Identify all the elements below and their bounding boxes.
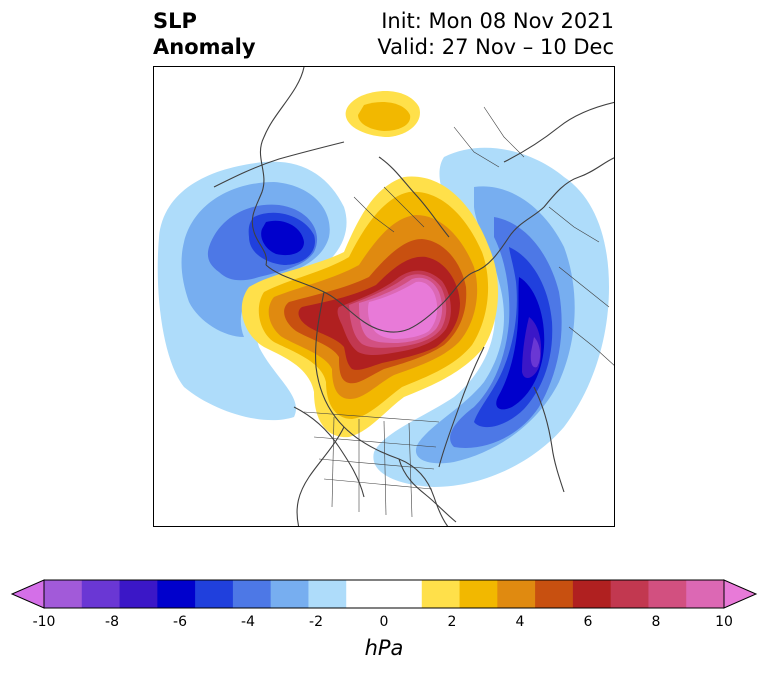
map-title: SLP Anomaly <box>153 8 256 60</box>
colorbar-segments <box>10 579 758 609</box>
colorbar-tick-label: 10 <box>715 614 733 630</box>
colorbar-segment <box>157 580 196 608</box>
colorbar <box>10 579 758 609</box>
map-panel <box>153 66 615 527</box>
colorbar-extend-high <box>723 579 758 609</box>
colorbar-segment <box>346 580 385 608</box>
colorbar-tick-label: -8 <box>105 614 119 630</box>
colorbar-tick-label: 4 <box>515 614 525 630</box>
colorbar-tick-label: 2 <box>447 614 457 630</box>
map-dates: Init: Mon 08 Nov 2021 Valid: 27 Nov – 10… <box>377 8 614 60</box>
colorbar-tick-label: -4 <box>241 614 255 630</box>
anomaly-map <box>157 67 614 526</box>
title-anomaly: Anomaly <box>153 35 256 59</box>
colorbar-tick-label: 8 <box>651 614 661 630</box>
valid-range: Valid: 27 Nov – 10 Dec <box>377 35 614 59</box>
colorbar-segment <box>535 580 574 608</box>
arctic-high-anomaly <box>241 91 499 438</box>
init-date: Init: Mon 08 Nov 2021 <box>381 9 614 33</box>
colorbar-segment <box>459 580 498 608</box>
colorbar-segment <box>610 580 649 608</box>
colorbar-tick-label: 0 <box>379 614 389 630</box>
colorbar-extend-low <box>10 579 45 609</box>
colorbar-tick-label: -6 <box>173 614 187 630</box>
colorbar-segment <box>648 580 687 608</box>
colorbar-segment <box>384 580 423 608</box>
colorbar-tick-label: -2 <box>309 614 323 630</box>
coastlines <box>213 67 614 526</box>
colorbar-tick-label: -10 <box>32 614 56 630</box>
colorbar-unit: hPa <box>364 636 404 660</box>
colorbar-segment <box>270 580 309 608</box>
colorbar-segment <box>81 580 121 608</box>
atlantic-low-anomaly <box>373 147 609 487</box>
colorbar-segment <box>572 580 612 608</box>
colorbar-segment <box>195 580 234 608</box>
colorbar-segment <box>421 580 461 608</box>
colorbar-segment <box>686 580 725 608</box>
colorbar-tick-label: 6 <box>583 614 593 630</box>
colorbar-segment <box>44 580 83 608</box>
colorbar-segment <box>119 580 158 608</box>
political-borders <box>303 106 614 518</box>
colorbar-segment <box>232 580 272 608</box>
title-slp: SLP <box>153 9 197 33</box>
colorbar-segment <box>497 580 536 608</box>
colorbar-segment <box>308 580 347 608</box>
colorbar-outline <box>43 579 725 609</box>
